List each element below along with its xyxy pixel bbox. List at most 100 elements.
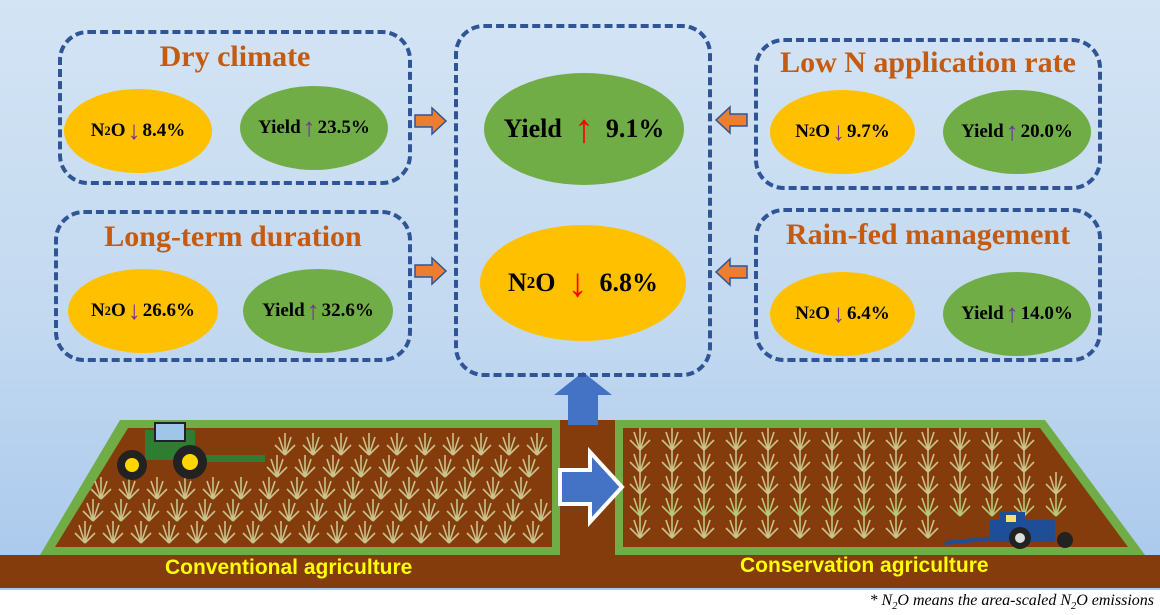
plant-icon xyxy=(330,433,352,456)
plant-icon xyxy=(789,472,811,495)
plant-icon xyxy=(526,433,548,456)
footnote-part: O means the area-scaled N xyxy=(897,592,1072,609)
plant-icon xyxy=(270,521,292,544)
plant-icon xyxy=(853,494,875,517)
plant-icon xyxy=(186,521,208,544)
plant-icon xyxy=(294,455,316,478)
plant-icon xyxy=(158,521,180,544)
small-arrow-right-2 xyxy=(414,256,448,286)
n2o-label: N xyxy=(795,121,810,142)
n2o-sub: 2 xyxy=(809,306,816,321)
plant-icon xyxy=(266,455,288,478)
plant-icon xyxy=(1045,494,1067,517)
plant-icon xyxy=(885,450,907,473)
plant-icon xyxy=(342,477,364,500)
footnote: * N2O means the area-scaled N2O emission… xyxy=(870,592,1154,612)
plant-icon xyxy=(661,450,683,473)
plant-icon xyxy=(693,516,715,539)
yield-ellipse: Yield ↑ 14.0% xyxy=(943,272,1091,356)
plant-icon xyxy=(442,433,464,456)
plant-icon xyxy=(302,433,324,456)
plant-icon xyxy=(885,516,907,539)
n2o-label-o: O xyxy=(815,303,830,324)
plant-icon xyxy=(725,472,747,495)
yield-ellipse: Yield ↑ 23.5% xyxy=(240,86,388,170)
plant-icon xyxy=(885,472,907,495)
footnote-part: * N xyxy=(869,592,893,609)
up-arrow-icon: ↑ xyxy=(1005,117,1019,146)
conservation-agriculture-label: Conservation agriculture xyxy=(740,554,989,577)
plant-icon xyxy=(629,516,651,539)
factor-title: Long-term duration xyxy=(104,220,362,253)
plant-icon xyxy=(202,477,224,500)
plant-icon xyxy=(74,521,96,544)
conventional-agriculture-label: Conventional agriculture xyxy=(165,556,413,579)
footnote-sub: 2 xyxy=(1071,601,1077,613)
overall-effect-box: Yield ↑ 9.1% N 2 O ↓ 6.8% xyxy=(454,24,712,377)
n2o-label-o: O xyxy=(815,121,830,142)
small-arrow-left-1 xyxy=(714,105,748,135)
plant-icon xyxy=(789,516,811,539)
down-arrow-icon: ↓ xyxy=(567,260,588,305)
down-arrow-icon: ↓ xyxy=(831,117,845,146)
plant-icon xyxy=(757,516,779,539)
plant-icon xyxy=(518,455,540,478)
plant-icon xyxy=(194,499,216,522)
n2o-ellipse: N 2 O ↓ 8.4% xyxy=(64,89,212,173)
n2o-label: N xyxy=(90,120,105,141)
yield-ellipse: Yield ↑ 32.6% xyxy=(243,269,393,353)
plant-icon xyxy=(757,450,779,473)
big-up-arrow xyxy=(554,372,612,425)
n2o-label-o: O xyxy=(535,268,556,297)
plant-icon xyxy=(661,428,683,451)
footnote-sub: 2 xyxy=(892,601,898,613)
plant-icon xyxy=(530,499,552,522)
n2o-value: 6.4% xyxy=(846,303,890,324)
plant-icon xyxy=(138,499,160,522)
n2o-sub: 2 xyxy=(526,273,536,292)
plant-icon xyxy=(789,450,811,473)
plant-icon xyxy=(885,494,907,517)
plant-icon xyxy=(725,428,747,451)
plant-icon xyxy=(981,450,1003,473)
plant-icon xyxy=(949,450,971,473)
plant-icon xyxy=(286,477,308,500)
plant-icon xyxy=(102,521,124,544)
plant-icon xyxy=(378,455,400,478)
n2o-value: 9.7% xyxy=(846,121,890,142)
plant-icon xyxy=(821,428,843,451)
plant-icon xyxy=(146,477,168,500)
plant-icon xyxy=(414,433,436,456)
plant-icon xyxy=(949,428,971,451)
crop-plants xyxy=(74,428,1067,544)
factor-box-low-n-application-rate: Low N application rate N 2 O ↓ 9.7% Yield ↑ 20… xyxy=(754,38,1102,190)
plant-icon xyxy=(222,499,244,522)
n2o-value: 26.6% xyxy=(142,300,195,321)
plant-icon xyxy=(406,455,428,478)
plant-icon xyxy=(474,499,496,522)
n2o-ellipse: N 2 O ↓ 6.4% xyxy=(770,272,915,356)
plant-icon xyxy=(661,516,683,539)
transition-arrow xyxy=(558,446,625,528)
plant-icon xyxy=(853,472,875,495)
plant-icon xyxy=(693,450,715,473)
yield-value: 14.0% xyxy=(1020,303,1073,324)
plant-icon xyxy=(917,516,939,539)
down-arrow-icon: ↓ xyxy=(831,299,845,328)
plant-icon xyxy=(446,499,468,522)
yield-ellipse: Yield ↑ 20.0% xyxy=(943,90,1091,174)
yield-label: Yield xyxy=(503,114,562,143)
factor-box-rain-fed-management: Rain-fed management N 2 O ↓ 6.4% Yield ↑ 14.0% xyxy=(754,208,1102,362)
plant-icon xyxy=(410,521,432,544)
plant-icon xyxy=(250,499,272,522)
plant-icon xyxy=(82,499,104,522)
plant-icon xyxy=(789,494,811,517)
small-arrow-right-1 xyxy=(414,106,448,136)
plant-icon xyxy=(174,477,196,500)
plant-icon xyxy=(853,428,875,451)
plant-icon xyxy=(949,472,971,495)
plant-icon xyxy=(725,494,747,517)
plant-icon xyxy=(1013,450,1035,473)
